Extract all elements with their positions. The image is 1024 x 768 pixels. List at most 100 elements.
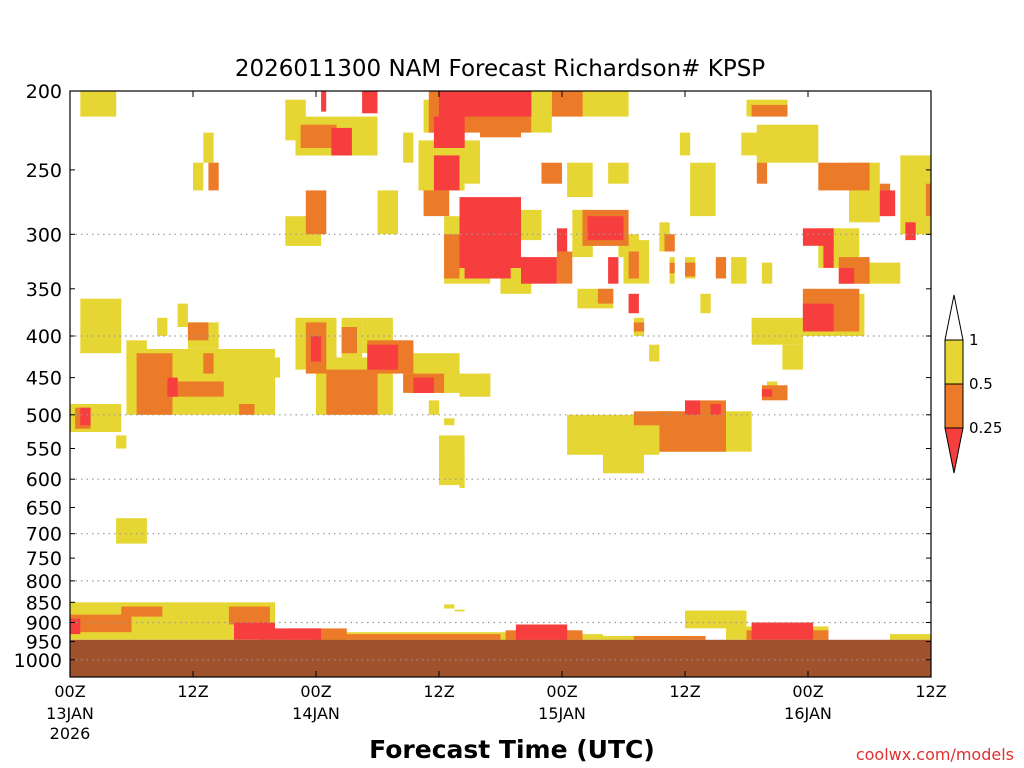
y-tick-label-550: 550: [26, 439, 62, 461]
ri-cell-o-91: [556, 251, 573, 284]
y-tick-label-1000: 1000: [14, 650, 62, 672]
y-tick-label-900: 900: [26, 613, 62, 635]
ri-cell-r-136: [556, 228, 568, 252]
ri-cell-y-52: [116, 435, 127, 449]
ri-cell-y-14: [679, 132, 691, 156]
ri-cell-y-11: [459, 140, 480, 184]
legend-label-1: 0.5: [969, 375, 993, 393]
y-tick-label-400: 400: [26, 326, 62, 348]
ri-cell-r-125: [321, 91, 327, 112]
ri-cell-y-35: [700, 293, 711, 314]
y-tick-label-850: 850: [26, 592, 62, 614]
ri-cell-r-134: [464, 262, 511, 279]
ri-cell-r-141: [823, 240, 834, 268]
ri-cell-r-138: [608, 257, 619, 284]
ri-cell-y-59: [428, 400, 440, 415]
ri-cell-o-119: [228, 606, 270, 625]
ri-cell-y-37: [761, 262, 773, 284]
ri-cell-y-42: [782, 344, 803, 370]
ri-cell-y-50: [259, 357, 281, 378]
y-tick-label-750: 750: [26, 548, 62, 570]
plot-area: [70, 91, 932, 677]
ri-cell-y-36: [731, 257, 747, 284]
colorbar-legend: 1 0.5 0.25: [944, 294, 1002, 474]
x-tick-label-7: 12Z: [915, 682, 946, 701]
x-tick-label-3: 12Z: [423, 682, 454, 701]
ri-cell-y-13: [608, 162, 629, 184]
y-tick-label-450: 450: [26, 368, 62, 390]
ri-cell-y-75: [454, 609, 465, 612]
y-tick-label-600: 600: [26, 469, 62, 491]
ri-cell-y-74: [444, 604, 455, 609]
ri-cell-r-149: [413, 377, 434, 393]
ri-cell-y-61: [480, 373, 491, 393]
ri-cell-o-95: [633, 322, 645, 332]
ri-cell-o-117: [70, 614, 132, 633]
ri-cell-y-22: [377, 190, 398, 235]
ri-cell-y-45: [177, 303, 188, 327]
ri-cell-r-127: [362, 91, 378, 114]
ri-cell-r-154: [259, 628, 322, 640]
ri-cell-r-150: [685, 400, 701, 415]
chart-title: 2026011300 NAM Forecast Richardson# KPSP: [235, 56, 765, 82]
y-axis: 200 250 300 350 400 450 500 550 600 650 7007508008…: [14, 81, 931, 672]
ri-cell-o-105: [172, 381, 224, 397]
ri-cell-y-60: [444, 418, 455, 426]
x-tick-date-6: 16JAN: [784, 704, 832, 723]
ri-cell-r-128: [439, 91, 532, 117]
ri-cell-o-84: [756, 162, 768, 184]
ri-cell-o-98: [685, 262, 696, 277]
x-tick-date-4: 15JAN: [538, 704, 586, 723]
legend-arrow-under: [944, 427, 964, 474]
ri-cell-r-156: [751, 622, 814, 640]
ri-cell-r-131: [879, 190, 896, 217]
x-tick-label-5: 12Z: [669, 682, 700, 701]
ri-cell-o-106: [203, 353, 214, 374]
ri-cell-o-99: [715, 257, 727, 279]
ri-cell-o-104: [136, 353, 173, 415]
ri-cell-y-8: [582, 91, 629, 117]
plot-frame: [69, 90, 932, 678]
x-tick-year-0: 2026: [50, 724, 91, 743]
ri-cell-o-86: [818, 162, 870, 191]
ri-cell-r-145: [167, 377, 178, 397]
x-tick-label-0: 00Z: [54, 682, 85, 701]
x-tick-date-0: 13JAN: [46, 704, 94, 723]
ri-cell-r-143: [838, 268, 855, 284]
ri-cell-o-115: [659, 411, 726, 452]
legend-arrow-over: [944, 294, 964, 341]
ri-cell-o-97: [669, 262, 675, 274]
ri-cell-o-123: [633, 636, 706, 640]
ri-cell-r-133: [459, 197, 521, 268]
ri-cell-y-12: [567, 162, 593, 197]
ri-cell-r-148: [367, 344, 399, 370]
y-tick-label-250: 250: [26, 160, 62, 182]
ri-cell-o-118: [121, 606, 163, 617]
credit-text: coolwx.com/models: [856, 745, 1014, 764]
ri-cell-o-121: [316, 634, 501, 640]
legend-bin-0.5-1: [944, 339, 964, 385]
ri-cell-o-90: [444, 234, 460, 279]
ri-cell-y-5: [203, 132, 214, 163]
ri-cell-r-147: [310, 336, 322, 362]
ri-cell-r-132: [905, 222, 916, 241]
ri-cell-y-63: [459, 454, 465, 488]
ri-cell-y-41: [751, 317, 803, 345]
ri-cell-r-137: [587, 216, 624, 241]
ri-cell-r-130: [433, 155, 460, 191]
ri-cell-y-7: [531, 91, 552, 133]
ri-cell-r-146: [80, 407, 91, 426]
y-tick-label-800: 800: [26, 571, 62, 593]
legend-bin-0.25-0.5: [944, 383, 964, 429]
ri-cell-y-76: [890, 634, 931, 640]
ri-cell-r-155: [515, 624, 568, 640]
y-tick-label-300: 300: [26, 224, 62, 246]
ri-cell-y-18: [756, 124, 819, 163]
x-axis-label: Forecast Time (UTC): [369, 735, 655, 764]
ri-cell-o-94: [628, 251, 639, 279]
ri-cell-o-89: [305, 190, 327, 235]
ri-cell-r-129: [433, 116, 465, 148]
ri-cell-r-151: [710, 404, 721, 415]
ri-cell-o-93: [597, 288, 614, 304]
